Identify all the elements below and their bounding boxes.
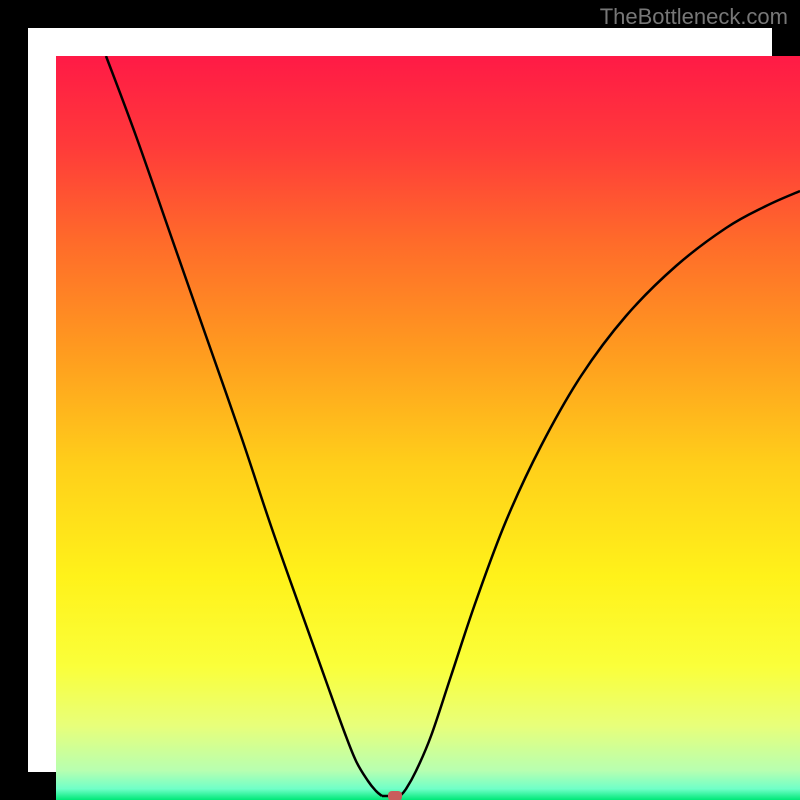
- watermark-text: TheBottleneck.com: [600, 4, 788, 30]
- plot-area: [56, 56, 800, 800]
- curve-layer: [56, 56, 800, 800]
- curve-right: [400, 191, 800, 796]
- minimum-marker: [388, 791, 402, 800]
- curve-left: [106, 56, 382, 796]
- chart-frame: [0, 0, 800, 800]
